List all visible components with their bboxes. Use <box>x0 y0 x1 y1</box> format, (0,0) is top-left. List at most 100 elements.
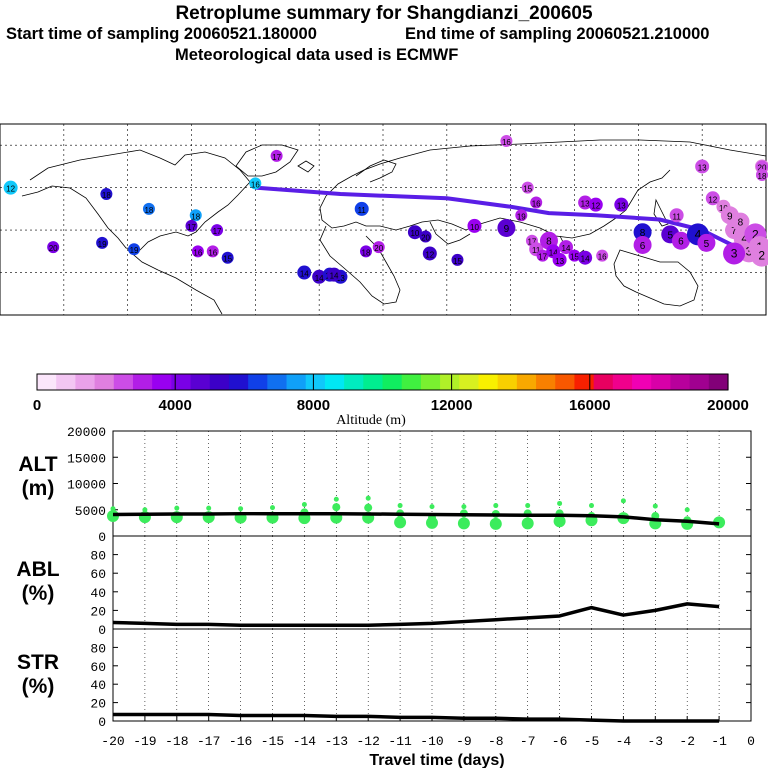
colorbar-cell <box>632 374 652 390</box>
map-plume-marker <box>297 265 312 280</box>
time-series-panels: 05000100001500020000ALT(m)020406080ABL(%… <box>16 425 752 730</box>
x-tick-label: -9 <box>456 734 472 749</box>
map-plume-label: 20 <box>421 233 430 242</box>
map-plume-marker <box>3 180 18 195</box>
map-plume-marker <box>191 245 204 258</box>
colorbar-cell <box>382 374 403 390</box>
x-axis-label: Travel time (days) <box>369 752 504 768</box>
end-time: End time of sampling 20060521.210000 <box>405 25 710 43</box>
map-plume-point: 11 <box>669 208 684 223</box>
map-plume-label: 12 <box>591 202 600 211</box>
colorbar-cell <box>670 374 691 390</box>
map-plume-marker <box>327 267 342 282</box>
altitude-point <box>493 503 499 509</box>
x-tick-label: -3 <box>647 734 663 749</box>
altitude-point <box>521 517 534 530</box>
map-plume-label: 6 <box>640 241 646 252</box>
colorbar-cell <box>75 374 96 390</box>
altitude-point <box>270 505 275 511</box>
map-plume-label: 3 <box>731 246 738 260</box>
y-tick-label: 60 <box>90 567 106 582</box>
colorbar-cell <box>401 374 422 390</box>
map-plume-marker <box>568 249 581 262</box>
map-plume-marker <box>633 223 652 242</box>
altitude-point <box>429 504 435 510</box>
map-plume-marker <box>536 249 549 262</box>
map-plume-point: 18 <box>100 188 113 201</box>
colorbar-cell <box>171 374 192 390</box>
colorbar-cell <box>651 374 672 390</box>
map-plume-label: 9 <box>504 224 510 235</box>
colorbar-cell <box>593 374 614 390</box>
panel-alt: 0 5000 10000 15000 20000 ALT(m) <box>18 425 752 545</box>
map-plume-label: 17 <box>187 223 196 232</box>
altitude-point <box>553 515 566 528</box>
map-plume-label: 2 <box>752 227 759 241</box>
map-plume-marker <box>500 134 513 147</box>
map-plume-label: 4 <box>741 232 748 246</box>
map-plume-marker <box>270 149 283 162</box>
panel-label-top: STR <box>17 651 59 674</box>
map-plume-marker <box>249 177 262 190</box>
colorbar-tick-label: 16000 <box>569 397 611 414</box>
map-plume-label: 19 <box>517 212 526 221</box>
map-plume-marker <box>521 181 534 194</box>
x-axis: -20 -19 -18 -17 -16 -15 -14 -13 -12 -11 -10 -9 -8 -7-… <box>101 716 755 749</box>
map-plume-label: 8 <box>640 228 646 239</box>
map-plume-point: 14 <box>327 267 342 282</box>
altitude-point <box>394 516 407 529</box>
colorbar-cell <box>305 374 326 390</box>
altitude-point <box>142 507 148 513</box>
map-plume-label: 16 <box>193 248 202 257</box>
page-title: Retroplume summary for Shangdianzi_20060… <box>175 3 593 24</box>
map-plume-label: 17 <box>538 253 547 262</box>
map-plume-marker <box>671 231 690 250</box>
map-plume-point: 17 <box>185 219 198 232</box>
series-line-alt <box>112 511 720 526</box>
map-plume-marker <box>372 241 385 254</box>
colorbar-cell <box>478 374 499 390</box>
y-tick-label: 80 <box>90 641 106 656</box>
colorbar-cell <box>190 374 211 390</box>
map-plume-marker <box>756 160 768 173</box>
altitude-point <box>426 516 438 529</box>
map-plume-label: 12 <box>708 195 717 204</box>
map-plume-label: 5 <box>667 230 673 241</box>
map-plume-point: 9 <box>497 218 516 237</box>
map-plume-label: 20 <box>758 163 767 172</box>
map-plume-marker <box>407 225 422 240</box>
map-plume-marker <box>96 236 109 249</box>
y-tick-label: 10000 <box>67 478 106 493</box>
altitude-point <box>365 495 371 501</box>
map-plume-label: 17 <box>213 227 222 236</box>
map-plume-point: 17 <box>536 249 549 262</box>
map-plume-point: 20 <box>419 230 432 243</box>
map-plume-point: 2 <box>750 244 768 267</box>
x-tick-label: -5 <box>584 734 600 749</box>
colorbar-cell <box>516 374 537 390</box>
map-plume-point: 20 <box>47 241 60 254</box>
map-plume-label: 7 <box>731 226 737 237</box>
map-plume-label: 18 <box>362 248 371 257</box>
map-plume-label: 13 <box>336 274 345 283</box>
series-line-abl <box>112 602 720 628</box>
map-plume-point: 14 <box>312 269 327 284</box>
map-plume-point: 13 <box>614 197 629 212</box>
map-plume-point: 11 <box>354 201 369 216</box>
map-grid <box>0 124 766 315</box>
colorbar-cell <box>248 374 268 390</box>
map-plume-marker <box>578 250 593 265</box>
x-tick-label: -1 <box>711 734 727 749</box>
trajectory-line <box>255 185 761 258</box>
map-plume-label: 20 <box>374 244 383 253</box>
colorbar-cell <box>420 374 441 390</box>
y-tick-label: 0 <box>98 715 106 730</box>
colorbar-cell <box>689 374 710 390</box>
map-plume-marker <box>185 219 198 232</box>
map-plume-point: 16 <box>206 245 219 258</box>
map-plume-point: 12 <box>422 246 437 261</box>
y-tick-label: 15000 <box>67 451 106 466</box>
colorbar-cell <box>228 374 249 390</box>
map-plume-marker <box>100 188 113 201</box>
map-plume-label: 14 <box>562 244 571 253</box>
